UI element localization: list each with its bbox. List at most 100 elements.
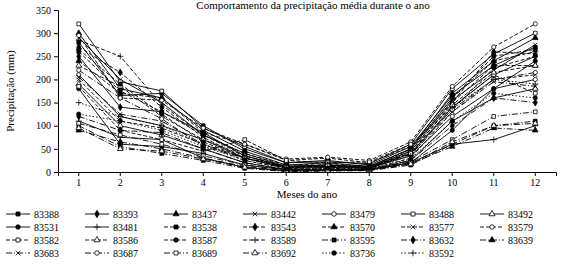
legend-label: 83488	[429, 209, 454, 220]
x-tick-label: 12	[530, 177, 540, 188]
point	[409, 142, 413, 146]
series-line	[79, 61, 536, 171]
legend-label: 83538	[192, 222, 217, 233]
legend-label: 83442	[271, 209, 296, 220]
legend-marker	[16, 238, 20, 242]
point	[283, 164, 289, 170]
x-tick-mark	[161, 172, 162, 176]
legend-marker	[332, 212, 337, 217]
legend-label: 83579	[508, 222, 533, 233]
legend-label: 83639	[508, 235, 533, 246]
legend: 8338883393834378344283479834888349283531…	[6, 209, 533, 259]
point	[449, 143, 455, 148]
point	[77, 44, 81, 51]
point	[492, 45, 496, 49]
x-tick: 7	[325, 172, 330, 188]
legend-marker	[332, 251, 337, 256]
point	[492, 66, 496, 70]
legend-marker	[252, 249, 258, 254]
point	[533, 54, 537, 58]
point	[449, 139, 455, 144]
point	[491, 76, 497, 82]
point	[533, 70, 537, 74]
point	[492, 115, 496, 119]
point	[408, 153, 414, 159]
series	[77, 119, 537, 172]
point	[76, 37, 82, 43]
series-line	[79, 40, 536, 166]
point	[491, 58, 497, 64]
x-tick-mark	[244, 172, 245, 176]
point	[159, 123, 165, 129]
x-tick-label: 9	[408, 177, 413, 188]
title: Comportamento da precipitação média dura…	[196, 0, 430, 11]
point	[533, 22, 537, 26]
y-tick-mark	[54, 172, 58, 173]
legend-marker	[489, 236, 495, 241]
point	[492, 91, 496, 95]
point	[533, 31, 537, 35]
series-line	[79, 79, 536, 167]
legend-label: 83687	[113, 248, 138, 259]
legend-label: 83736	[350, 248, 375, 259]
legend-entry: 83689	[164, 248, 217, 259]
y-tick-mark	[54, 103, 58, 104]
point	[118, 69, 122, 76]
point	[160, 142, 164, 146]
series	[77, 94, 538, 172]
legend-label: 83689	[192, 248, 217, 259]
x-tick-mark	[369, 172, 370, 176]
legend-label: 83595	[350, 235, 375, 246]
point	[77, 112, 81, 116]
legend-label: 83393	[113, 209, 138, 220]
point	[367, 160, 371, 164]
point	[118, 96, 122, 100]
point	[117, 139, 123, 144]
point	[160, 117, 164, 121]
y-tick: 300	[36, 28, 58, 39]
point	[160, 89, 164, 93]
point	[449, 118, 455, 123]
x-tick: 4	[201, 172, 206, 188]
series-line	[79, 38, 536, 168]
point	[491, 137, 497, 143]
point	[366, 164, 372, 170]
legend-label: 83543	[271, 222, 296, 233]
y-tick-label: 50	[41, 144, 51, 155]
y-tick: 250	[36, 51, 58, 62]
point	[533, 91, 537, 95]
legend-marker	[332, 238, 336, 242]
point	[409, 142, 413, 146]
y-tick-label: 0	[46, 167, 51, 178]
legend-marker	[94, 224, 101, 231]
series	[77, 36, 538, 170]
point	[200, 132, 206, 138]
point	[532, 120, 538, 125]
point	[243, 142, 247, 146]
legend-entry: 83582	[6, 235, 59, 246]
x-tick: 1	[76, 172, 81, 188]
point	[326, 155, 330, 159]
point	[117, 113, 123, 119]
point	[77, 73, 81, 77]
series	[77, 22, 538, 163]
point	[159, 137, 165, 143]
legend-entry: 83687	[85, 248, 138, 259]
point	[159, 148, 165, 153]
series	[77, 47, 538, 169]
legend-marker	[253, 212, 258, 217]
legend-label: 83592	[429, 248, 454, 259]
series-line	[79, 49, 536, 167]
point	[449, 104, 455, 110]
point	[76, 62, 82, 67]
x-tick-label: 11	[489, 177, 499, 188]
legend-entry: 83683	[6, 248, 59, 259]
x-tick: 2	[118, 172, 123, 188]
x-tick: 12	[530, 172, 540, 188]
legend-entry: 83587	[164, 235, 217, 246]
legend-entry: 83632	[401, 235, 454, 246]
point	[200, 156, 206, 161]
series-line	[79, 93, 536, 169]
legend-marker	[16, 251, 21, 256]
series-line	[79, 112, 536, 170]
